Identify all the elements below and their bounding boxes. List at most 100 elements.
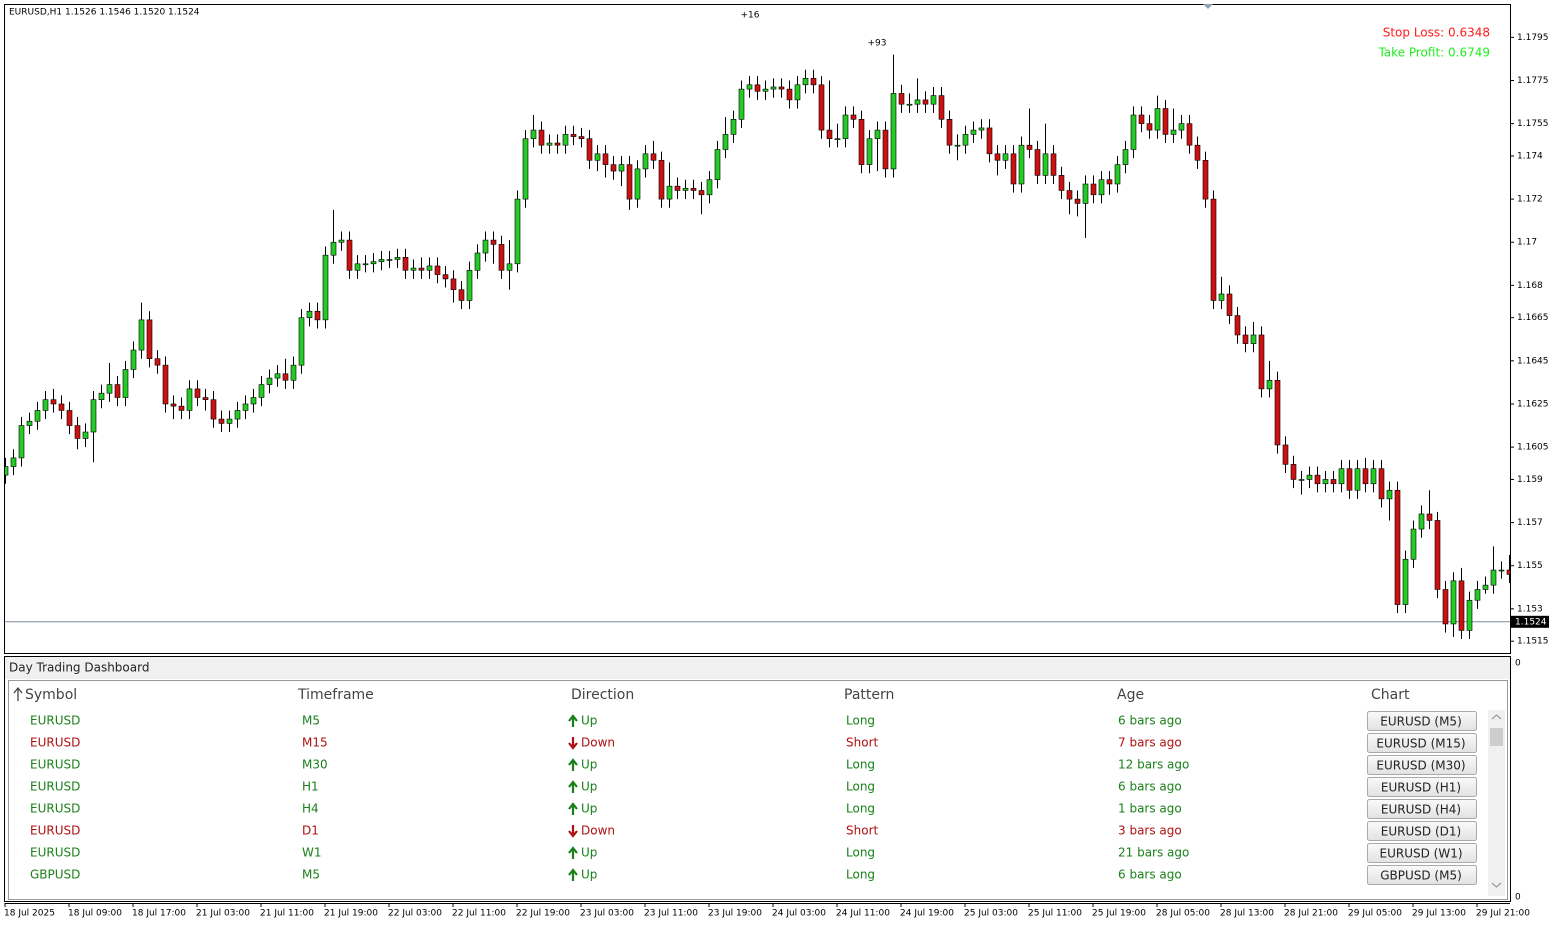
candle-body — [506, 263, 513, 271]
candle-body — [306, 310, 313, 319]
candle-body — [242, 403, 249, 411]
indicator-axis-label: 0 — [1515, 659, 1521, 669]
chart-button[interactable] — [1367, 821, 1477, 841]
scroll-up[interactable] — [1491, 714, 1502, 720]
timeframe-cell: M5 — [302, 714, 320, 728]
candle-body — [1290, 464, 1297, 480]
x-tick-label: 21 Jul 11:00 — [260, 909, 314, 919]
timeframe-cell: H1 — [302, 780, 319, 794]
pattern-cell: Long — [846, 758, 875, 772]
pattern-cell: Long — [846, 714, 875, 728]
candle-body — [1154, 108, 1161, 131]
scroll-thumb[interactable] — [1490, 728, 1503, 746]
chart-button[interactable] — [1367, 799, 1477, 819]
direction-cell: Down — [581, 824, 615, 838]
pattern-cell: Long — [846, 868, 875, 882]
candle-body — [1042, 153, 1049, 176]
candle-body — [346, 239, 353, 271]
candle-body — [1002, 153, 1009, 161]
candle-body — [410, 267, 417, 271]
direction-cell: Up — [581, 714, 597, 728]
candle-body — [482, 239, 489, 254]
candle-body — [698, 190, 705, 196]
candle-body — [282, 373, 289, 381]
candle-body — [834, 138, 841, 141]
column-header: Symbol — [25, 687, 77, 703]
candle-body — [1354, 468, 1361, 491]
symbol-cell: EURUSD — [30, 780, 80, 794]
candle-body — [1162, 108, 1169, 135]
candle-body — [1082, 183, 1089, 204]
candle-body — [826, 129, 833, 140]
sort-indicator — [13, 686, 23, 701]
current-price-label: 1.1524 — [1515, 617, 1547, 627]
y-tick-label: 1.1755 — [1517, 119, 1549, 129]
y-tick-label: 1.1665 — [1517, 313, 1549, 323]
candle-body — [434, 265, 441, 275]
candle-body — [50, 399, 57, 405]
chart-button-label[interactable]: EURUSD (D1) — [1381, 825, 1461, 839]
candle-body — [362, 263, 369, 266]
chart-button-label[interactable]: EURUSD (H4) — [1381, 803, 1461, 817]
chart-button[interactable] — [1367, 733, 1477, 753]
chart-button[interactable] — [1367, 843, 1477, 863]
candle-body — [714, 149, 721, 180]
candle-body — [1202, 159, 1209, 200]
candle-body — [1242, 334, 1249, 344]
candle-body — [490, 239, 497, 245]
candle-body — [538, 129, 545, 146]
candle-body — [1098, 179, 1105, 196]
scroll-down[interactable] — [1491, 882, 1502, 888]
candle-body — [666, 185, 673, 200]
candle-body — [626, 164, 633, 200]
age-cell: 7 bars ago — [1118, 736, 1182, 750]
candle-body — [1210, 198, 1217, 301]
chart-button[interactable] — [1367, 865, 1477, 885]
chart-button-label[interactable]: EURUSD (W1) — [1379, 847, 1462, 861]
chart-button-label[interactable]: EURUSD (M15) — [1376, 737, 1465, 751]
x-tick-label: 29 Jul 13:00 — [1412, 909, 1466, 919]
x-tick-label: 18 Jul 17:00 — [132, 909, 186, 919]
candle-body — [1370, 468, 1377, 485]
y-tick-label: 1.1625 — [1517, 399, 1549, 409]
candle-body — [466, 269, 473, 301]
scrollbar[interactable] — [1488, 710, 1505, 896]
candle-body — [1506, 569, 1510, 575]
timeframe-cell: M30 — [302, 758, 328, 772]
candle-body — [602, 153, 609, 165]
chart-button-label[interactable]: EURUSD (M5) — [1380, 715, 1462, 729]
candle-body — [762, 88, 769, 92]
candle-body — [34, 410, 41, 422]
y-tick-label: 1.1605 — [1517, 443, 1549, 453]
chart-button[interactable] — [1367, 755, 1477, 775]
candle-body — [1410, 528, 1417, 560]
candle-body — [234, 410, 241, 420]
age-cell: 1 bars ago — [1118, 802, 1182, 816]
timeframe-cell: D1 — [302, 824, 319, 838]
chart-button[interactable] — [1367, 711, 1477, 731]
candle-body — [474, 252, 481, 271]
y-tick-label: 1.153 — [1517, 604, 1543, 614]
candle-body — [1338, 468, 1345, 485]
plot-frame — [4, 4, 1511, 654]
chart-button-label[interactable]: EURUSD (M30) — [1376, 759, 1465, 773]
candle-body — [1170, 129, 1177, 135]
direction-cell: Up — [581, 758, 597, 772]
candle-body — [442, 274, 449, 280]
candle-body — [874, 129, 881, 140]
candle-body — [202, 397, 209, 400]
direction-arrow — [568, 846, 578, 859]
candle-body — [650, 153, 657, 161]
chart-button[interactable] — [1367, 777, 1477, 797]
symbol-cell: EURUSD — [30, 758, 80, 772]
candle-body — [1482, 584, 1489, 590]
age-cell: 6 bars ago — [1118, 780, 1182, 794]
chart-button-label[interactable]: GBPUSD (M5) — [1380, 869, 1462, 883]
chart-button-label[interactable]: EURUSD (H1) — [1381, 781, 1461, 795]
pattern-cell: Long — [846, 802, 875, 816]
candle-body — [386, 259, 393, 261]
candle-body — [1146, 123, 1153, 131]
direction-cell: Up — [581, 780, 597, 794]
candle-body — [1034, 149, 1041, 176]
